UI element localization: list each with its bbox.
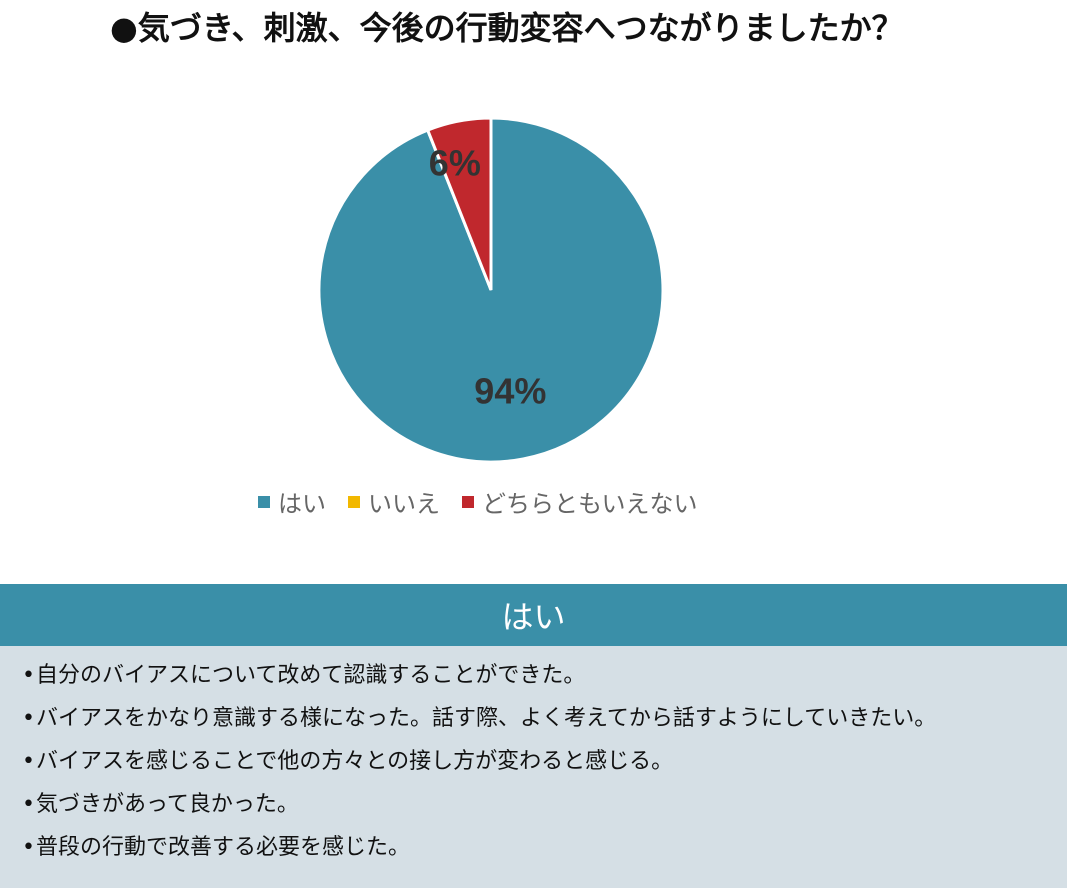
bullet: • [22,835,35,860]
legend-item-2: いいえ [348,484,440,519]
comment-text: 自分のバイアスについて改めて認識することができた。 [36,663,586,688]
legend-label: いいえ [368,490,440,518]
bullet: • [22,792,35,817]
bullet: • [22,663,35,688]
comment-text: バイアスを感じることで他の方々との接し方が変わると感じる。 [36,749,674,774]
comment-text: 普段の行動で改善する必要を感じた。 [36,835,411,860]
comment-item: •バイアスをかなり意識する様になった。話す際、よく考えてから話すようにしていきた… [22,697,1062,740]
pie-chart: 94% 6% [317,116,665,464]
answer-section-header: はい [0,584,1067,646]
legend-label: はい [278,490,326,518]
legend-label: どちらともいえない [482,490,698,518]
comment-item: •自分のバイアスについて改めて認識することができた。 [22,654,1062,697]
legend-item-3: どちらともいえない [462,484,698,519]
pie-slice-3 [425,116,493,291]
comment-item: •バイアスを感じることで他の方々との接し方が変わると感じる。 [22,740,1062,783]
pie-slices [317,116,665,464]
legend-swatch [258,495,270,508]
legend-swatch [348,495,360,508]
legend-swatch [462,495,474,508]
pie-data-label-1: 94% [474,370,546,411]
comment-text: 気づきがあって良かった。 [36,792,299,817]
answer-comments: •自分のバイアスについて改めて認識することができた。 •バイアスをかなり意識する… [0,646,1067,888]
comment-item: •気づきがあって良かった。 [22,783,1062,826]
pie-labels: 94% 6% [429,142,547,411]
chart-legend: はい いいえ どちらともいえない [258,484,698,519]
comment-text: バイアスをかなり意識する様になった。話す際、よく考えてから話すようにしていきたい… [36,706,937,731]
pie-slice-1 [317,116,665,464]
bullet: • [22,749,35,774]
bullet: • [22,706,35,731]
chart-title: ●気づき、刺激、今後の行動変容へつながりましたか？ [110,9,904,47]
comment-item: •普段の行動で改善する必要を感じた。 [22,826,1062,869]
pie-data-label-3: 6% [429,142,481,183]
legend-item-1: はい [258,484,326,519]
